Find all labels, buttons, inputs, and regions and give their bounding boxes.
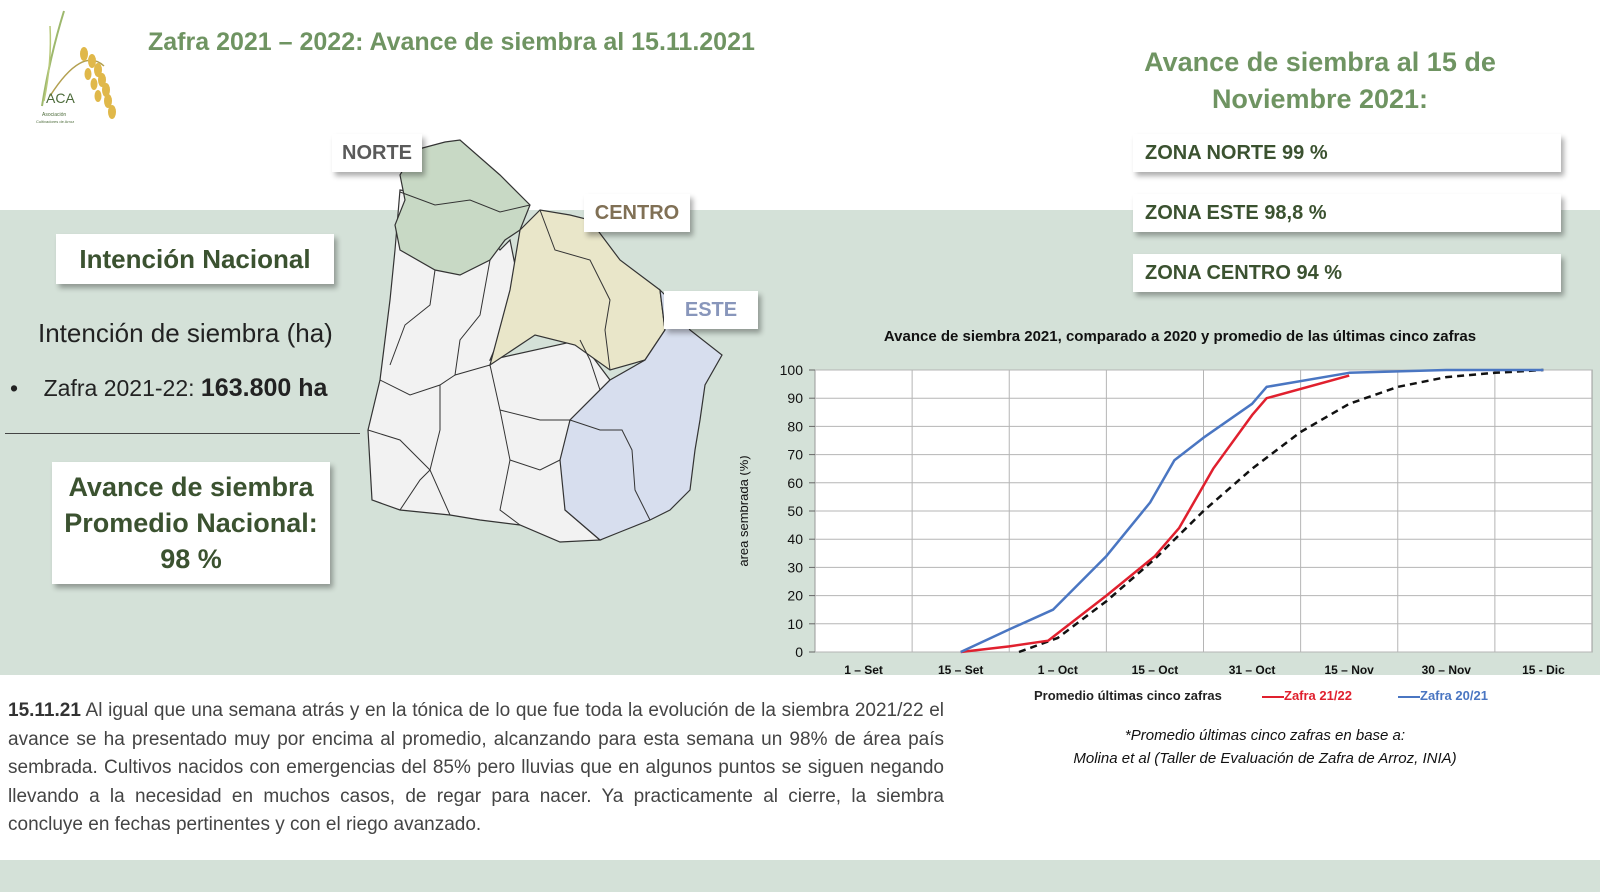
footnote: *Promedio últimas cinco zafras en base a… [1073,727,1457,767]
y-tick-label: 10 [787,616,803,632]
x-tick-label: 1 – Oct [1038,663,1078,677]
map-region-centro [489,209,666,371]
zafra-intention: • Zafra 2021-22: 163.800 ha [10,374,328,402]
avance-promedio-box: Avance de siembra Promedio Nacional: 98 … [52,462,330,584]
chart-title: Avance de siembra 2021, comparado a 2020… [883,328,1477,345]
zone-centro-box: ZONA CENTRO 94 % [1133,254,1561,292]
y-tick-label: 20 [787,588,803,604]
summary-paragraph: 15.11.21 Al igual que una semana atrás y… [8,700,944,835]
y-axis-label: área sembrada (%) [740,455,751,566]
legend-swatch-blue [1398,695,1420,698]
y-tick-label: 70 [787,447,803,463]
legend-promedio: Promedio últimas cinco zafras [1034,688,1222,703]
map-label-este: ESTE [664,291,758,329]
intencion-siembra-label: Intención de siembra (ha) [38,318,333,348]
map-label-centro: CENTRO [584,194,690,232]
x-tick-label: 1 – Set [844,663,883,677]
intencion-nacional-box: Intención Nacional [56,234,334,284]
progress-chart: 0 10 20 30 40 50 60 70 80 90 100 1 – Set 15 – Set 1 –… [740,362,1593,677]
uruguay-map [367,139,723,543]
y-tick-label: 50 [787,503,803,519]
x-tick-label: 15 - Dic [1522,663,1565,677]
x-tick-label: 15 – Oct [1132,663,1179,677]
series-promedio-line [1018,368,1544,654]
legend-zafra-20-21: Zafra 20/21 [1398,688,1488,703]
legend-zafra-21-22: Zafra 21/22 [1262,688,1352,703]
svg-text:Cultivadores de Arroz: Cultivadores de Arroz [36,119,74,124]
aca-logo: ACA Asociación Cultivadores de Arroz [36,10,116,124]
y-tick-label: 90 [787,390,803,406]
y-tick-label: 40 [787,531,803,547]
divider [5,433,360,434]
slide-title: Zafra 2021 – 2022: Avance de siembra al … [148,28,755,56]
y-tick-label: 30 [787,559,803,575]
x-tick-label: 15 – Set [938,663,983,677]
x-tick-label: 15 – Nov [1325,663,1375,677]
series-zafra-21-22-line [960,374,1350,654]
zone-norte-box: ZONA NORTE 99 % [1133,134,1561,172]
bottom-band [0,860,1600,892]
progress-title: Avance de siembra al 15 de Noviembre 202… [1144,47,1496,114]
svg-text:Asociación: Asociación [42,112,66,118]
y-tick-label: 0 [795,644,803,660]
series-zafra-20-21-line [960,368,1544,654]
x-tick-label: 30 – Nov [1422,663,1472,677]
y-tick-label: 60 [787,475,803,491]
x-tick-label: 31 – Oct [1229,663,1276,677]
zone-este-box: ZONA ESTE 98,8 % [1133,194,1561,232]
map-label-norte: NORTE [332,134,422,172]
logo-text: ACA [46,90,75,106]
y-tick-label: 80 [787,418,803,434]
y-tick-label: 100 [780,362,804,378]
legend-swatch-red [1262,695,1284,698]
